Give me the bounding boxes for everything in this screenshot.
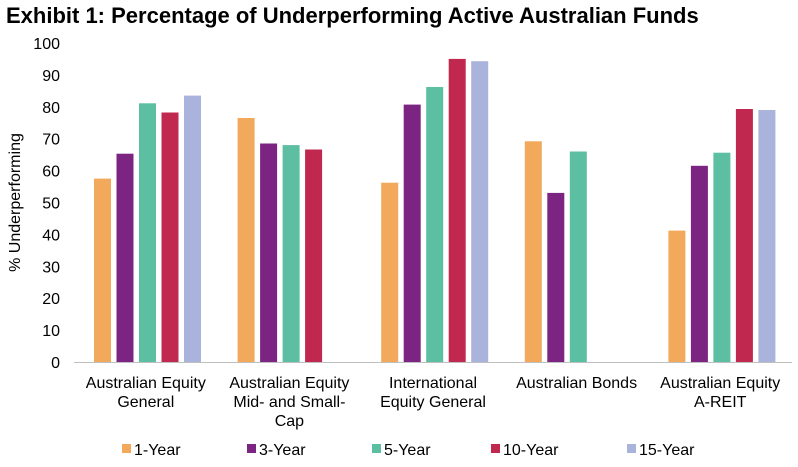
bar-15-year-0 bbox=[184, 95, 201, 362]
bar-5-year-3 bbox=[569, 151, 587, 362]
bar-3-year-4 bbox=[690, 165, 708, 362]
x-tick-label: A-REIT bbox=[694, 394, 747, 411]
y-tick-label: 10 bbox=[42, 323, 60, 340]
x-axis-labels: Australian Equity General Australian Equit… bbox=[86, 375, 780, 430]
legend-swatch-3-year bbox=[247, 444, 256, 453]
legend-label: 1-Year bbox=[134, 442, 181, 459]
bar-5-year-1 bbox=[282, 145, 300, 362]
y-tick-label: 90 bbox=[42, 68, 60, 85]
y-tick-label: 70 bbox=[42, 132, 60, 149]
bar-3-year-0 bbox=[116, 153, 134, 362]
bar-1-year-0 bbox=[94, 178, 111, 362]
bar-10-year-4 bbox=[735, 109, 753, 362]
y-axis-ticks: 0 10 20 30 40 50 60 70 80 90 100 bbox=[33, 36, 60, 372]
legend-label: 3-Year bbox=[259, 442, 306, 459]
legend-label: 15-Year bbox=[639, 442, 695, 459]
legend-swatch-15-year bbox=[627, 444, 636, 453]
y-tick-label: 0 bbox=[51, 355, 60, 372]
bar-5-year-2 bbox=[426, 87, 444, 362]
x-tick-label: Australian Equity bbox=[660, 375, 780, 392]
bar-3-year-2 bbox=[403, 104, 421, 362]
x-tick-label: Australian Equity bbox=[86, 375, 206, 392]
y-tick-label: 80 bbox=[42, 100, 60, 117]
bar-5-year-4 bbox=[713, 152, 731, 362]
bar-1-year-3 bbox=[524, 141, 542, 362]
bar-15-year-2 bbox=[471, 61, 489, 362]
bar-10-year-1 bbox=[305, 149, 323, 362]
x-tick-label: Australian Bonds bbox=[516, 375, 637, 392]
x-tick-label: Equity General bbox=[380, 394, 486, 411]
x-tick-label: General bbox=[117, 394, 174, 411]
bar-1-year-1 bbox=[237, 118, 255, 362]
bars bbox=[94, 58, 776, 363]
legend-swatch-5-year bbox=[372, 444, 381, 453]
y-tick-label: 20 bbox=[42, 291, 60, 308]
bar-10-year-2 bbox=[448, 58, 466, 363]
bar-10-year-0 bbox=[161, 112, 179, 362]
legend-label: 10-Year bbox=[503, 442, 559, 459]
legend-label: 5-Year bbox=[384, 442, 431, 459]
legend-swatch-10-year bbox=[491, 444, 500, 453]
bar-1-year-2 bbox=[381, 182, 399, 362]
bar-3-year-3 bbox=[547, 192, 565, 362]
x-tick-label: Australian Equity bbox=[229, 375, 349, 392]
legend-swatch-1-year bbox=[122, 444, 131, 453]
y-tick-label: 30 bbox=[42, 259, 60, 276]
y-tick-label: 40 bbox=[42, 227, 60, 244]
bar-3-year-1 bbox=[260, 143, 278, 362]
x-tick-label: International bbox=[389, 375, 477, 392]
bar-15-year-4 bbox=[758, 110, 776, 362]
y-tick-label: 100 bbox=[33, 36, 60, 53]
y-axis-label: % Underperforming bbox=[7, 133, 24, 272]
bar-1-year-4 bbox=[668, 230, 686, 362]
y-tick-label: 60 bbox=[42, 164, 60, 181]
x-tick-label: Cap bbox=[275, 413, 304, 430]
x-tick-label: Mid- and Small- bbox=[233, 394, 345, 411]
y-tick-label: 50 bbox=[42, 196, 60, 213]
legend: 1-Year 3-Year 5-Year 10-Year 15-Year bbox=[122, 442, 695, 459]
bar-5-year-0 bbox=[139, 103, 156, 363]
chart-title: Exhibit 1: Percentage of Underperforming… bbox=[6, 3, 699, 28]
